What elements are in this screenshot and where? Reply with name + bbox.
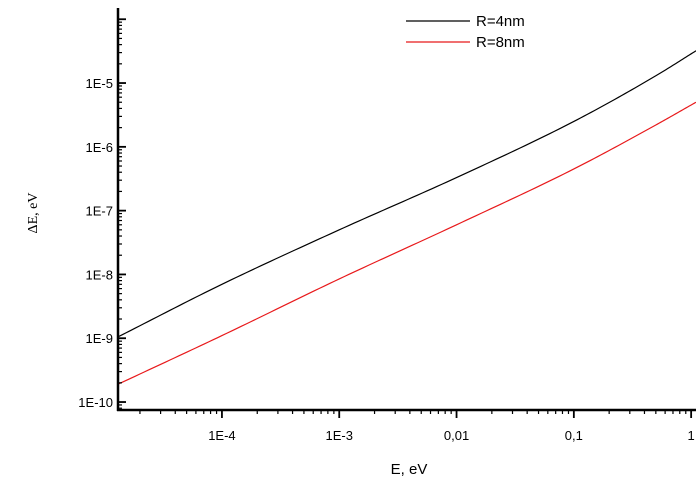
legend: R=4nm R=8nm bbox=[406, 13, 525, 51]
plot-area bbox=[117, 50, 696, 385]
x-tick-label: 0,1 bbox=[565, 428, 583, 443]
y-tick-label: 1E-5 bbox=[86, 76, 113, 91]
x-tick-label: 1E-4 bbox=[208, 428, 235, 443]
y-tick-label: 1E-10 bbox=[78, 395, 113, 410]
y-tick-label: 1E-8 bbox=[86, 267, 113, 282]
legend-label-1: R=4nm bbox=[476, 13, 525, 30]
series-line-2 bbox=[117, 101, 696, 385]
legend-label-2: R=8nm bbox=[476, 34, 525, 51]
y-tick-label: 1E-9 bbox=[86, 331, 113, 346]
axes: 1E-4 1E-3 0,01 0,1 1 1E-10 1E-9 1E-8 1E-7 1E-6 1E-… bbox=[78, 8, 696, 443]
x-tick-label: 1E-3 bbox=[326, 428, 353, 443]
x-tick-label: 0,01 bbox=[444, 428, 469, 443]
x-tick-label: 1 bbox=[688, 428, 695, 443]
x-axis-title: E, eV bbox=[391, 461, 428, 478]
y-tick-label: 1E-7 bbox=[86, 204, 113, 219]
series-line-1 bbox=[117, 50, 696, 338]
y-axis-title: ΔE, eV bbox=[26, 193, 41, 234]
y-tick-label: 1E-6 bbox=[86, 140, 113, 155]
